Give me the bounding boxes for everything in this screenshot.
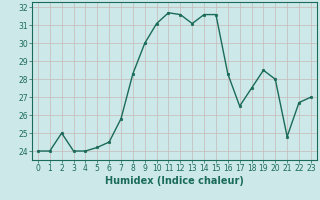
X-axis label: Humidex (Indice chaleur): Humidex (Indice chaleur) (105, 176, 244, 186)
